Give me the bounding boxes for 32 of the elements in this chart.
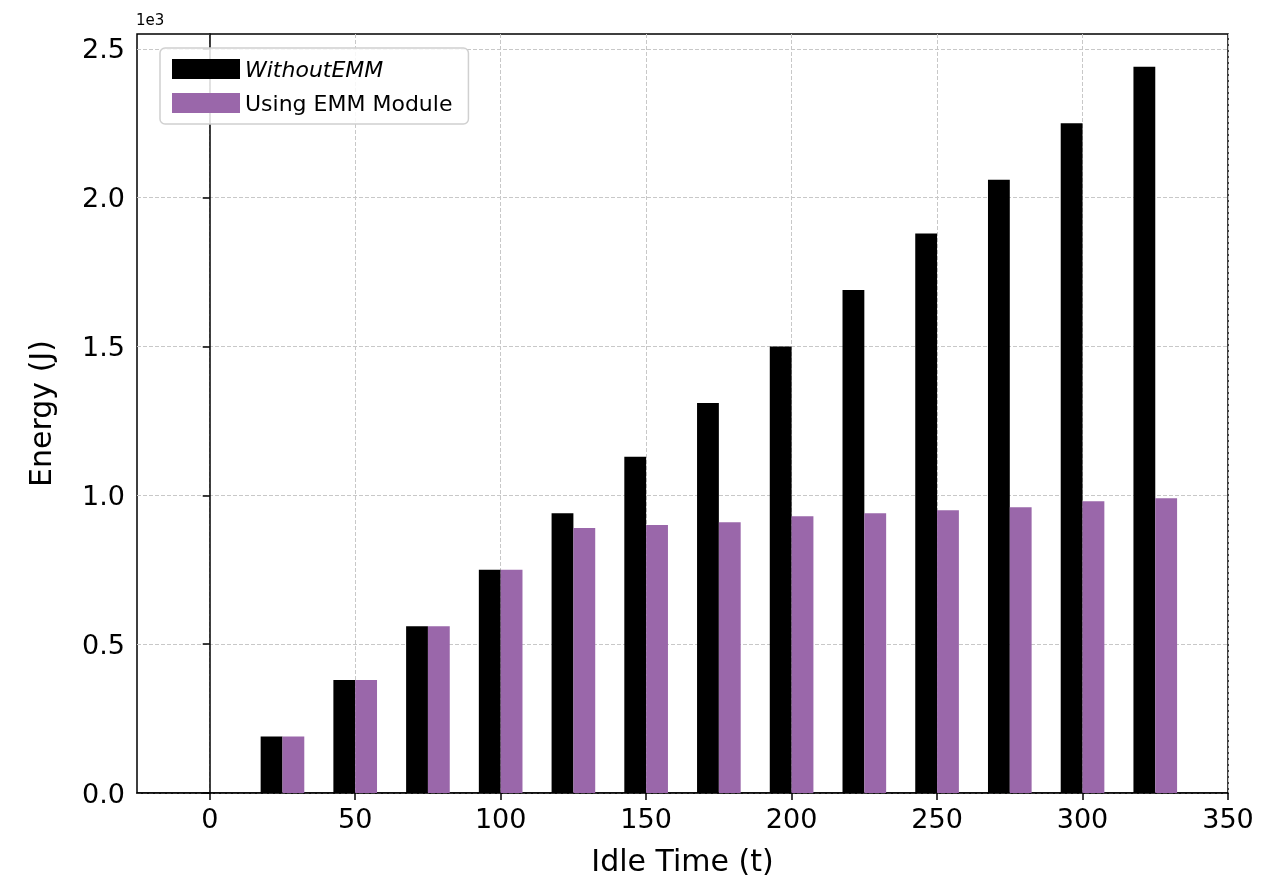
x-tick-label: 350 — [1202, 803, 1254, 834]
y-axis-title: Energy (J) — [22, 340, 58, 487]
y-tick-label: 1.0 — [82, 479, 125, 511]
x-tick-label: 0 — [201, 803, 219, 834]
bar — [646, 525, 668, 793]
bar — [718, 522, 741, 793]
legend-label: WithoutEMM — [245, 56, 384, 82]
bar — [937, 510, 959, 793]
bar — [355, 679, 378, 793]
y-tick-label: 1.5 — [82, 331, 125, 363]
x-tick-label: 50 — [338, 803, 373, 834]
bar — [1082, 501, 1105, 793]
bar — [1009, 507, 1032, 793]
bar — [864, 513, 887, 793]
y-tick-label: 2.0 — [82, 182, 125, 214]
bar — [427, 626, 450, 793]
x-tick-label: 150 — [620, 803, 672, 834]
text: 1e3 — [136, 10, 165, 29]
legend-label: Using EMM Module — [245, 90, 453, 116]
x-tick-label: 100 — [474, 803, 527, 834]
y-tick-label: 0.0 — [82, 777, 125, 809]
bar — [791, 516, 814, 793]
x-tick-label: 250 — [911, 803, 963, 834]
x-axis-title: Idle Time (t) — [591, 842, 774, 878]
bar — [282, 736, 305, 793]
y-tick-label: 0.5 — [82, 628, 125, 660]
bar — [573, 528, 596, 793]
y-tick-label: 2.5 — [82, 33, 125, 65]
x-tick-label: 300 — [1056, 803, 1109, 834]
bar — [1155, 498, 1178, 793]
x-tick-label: 200 — [765, 803, 818, 834]
bar — [500, 569, 523, 793]
